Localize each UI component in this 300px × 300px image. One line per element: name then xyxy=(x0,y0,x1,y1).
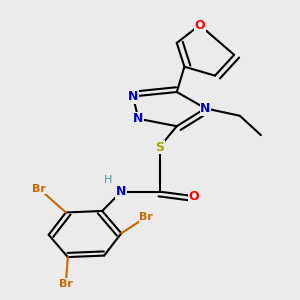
Text: O: O xyxy=(194,19,205,32)
Text: N: N xyxy=(200,102,211,115)
Text: O: O xyxy=(189,190,199,202)
Text: H: H xyxy=(104,175,112,185)
Text: Br: Br xyxy=(139,212,153,222)
Text: Br: Br xyxy=(59,279,73,289)
Text: Br: Br xyxy=(32,184,46,194)
Text: N: N xyxy=(133,112,144,125)
Text: N: N xyxy=(116,185,127,198)
Text: N: N xyxy=(128,90,138,103)
Text: S: S xyxy=(155,140,164,154)
